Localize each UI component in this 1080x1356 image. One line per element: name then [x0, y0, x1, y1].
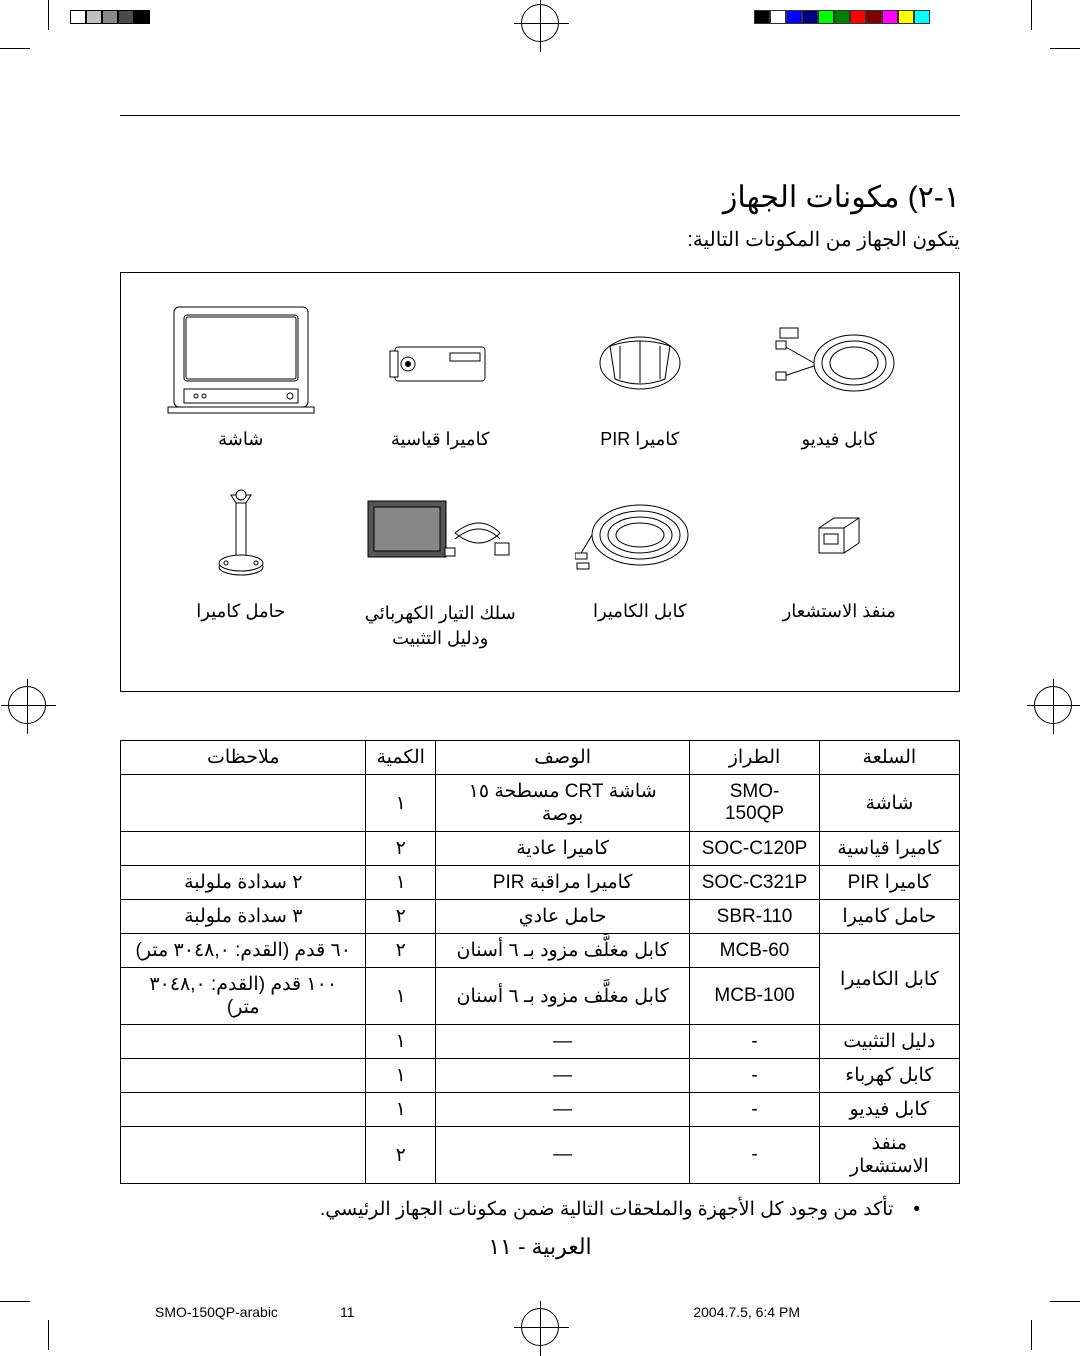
crop-mark [1031, 0, 1032, 30]
component-power-manual: سلك التيار الكهربائيودليل التثبيت [341, 475, 541, 651]
th-notes: ملاحظات [121, 741, 366, 775]
crop-mark [0, 1301, 30, 1302]
component-label: كابل الكاميرا [540, 601, 740, 622]
registration-mark [521, 1308, 559, 1346]
th-model: الطراز [690, 741, 819, 775]
table-row: دليل التثبيت-—١ [121, 1025, 960, 1059]
component-label: شاشة [141, 429, 341, 450]
table-row: كابل فيديو-—١ [121, 1093, 960, 1127]
section-title: ١-٢) مكونات الجهاز [120, 180, 960, 215]
crop-mark [48, 1320, 49, 1350]
component-label: كابل فيديو [740, 429, 940, 450]
footer-docname: SMO-150QP-arabic [155, 1304, 278, 1320]
table-row: حامل كاميراSBR-110حامل عادي٢٣ سدادة ملول… [121, 900, 960, 934]
print-color-bar-right [754, 10, 930, 24]
component-label: كاميرا PIR [540, 429, 740, 450]
th-item: السلعة [819, 741, 959, 775]
crop-mark [0, 48, 30, 49]
component-video-cable: كابل فيديو [740, 303, 940, 450]
section-subtitle: يتكون الجهاز من المكونات التالية: [120, 227, 960, 252]
components-table: السلعة الطراز الوصف الكمية ملاحظات شاشةS… [120, 740, 960, 1184]
component-sensor-port: منفذ الاستشعار [740, 475, 940, 651]
crop-mark [1050, 1301, 1080, 1302]
registration-mark [1034, 686, 1072, 724]
component-label: حامل كاميرا [141, 601, 341, 622]
crop-mark [1050, 48, 1080, 49]
component-camera-holder: حامل كاميرا [141, 475, 341, 651]
page-number: العربية - ١١ [488, 1234, 591, 1260]
th-desc: الوصف [435, 741, 689, 775]
component-label: منفذ الاستشعار [740, 601, 940, 622]
component-camera-cable: كابل الكاميرا [540, 475, 740, 651]
footer-pagenum: 11 [340, 1304, 355, 1320]
component-camera-pir: كاميرا PIR [540, 303, 740, 450]
component-monitor: شاشة [141, 303, 341, 450]
print-color-bar-left [70, 10, 150, 24]
registration-mark [521, 4, 559, 42]
table-row: شاشةSMO-150QPشاشة CRT مسطحة ١٥ بوصة١ [121, 775, 960, 832]
component-camera-std: كاميرا قياسية [341, 303, 541, 450]
crop-mark [48, 0, 49, 30]
components-row-2: حامل كاميرا سلك التيار الكهربائيودليل ال… [141, 475, 939, 651]
page-content: ١-٢) مكونات الجهاز يتكون الجهاز من المكو… [120, 180, 960, 1221]
table-header-row: السلعة الطراز الوصف الكمية ملاحظات [121, 741, 960, 775]
header-rule [120, 115, 960, 116]
table-row: منفذ الاستشعار-—٢ [121, 1127, 960, 1184]
table-row: كابل الكاميراMCB-60كابل مغلَّف مزود بـ ٦… [121, 934, 960, 968]
footer-timestamp: 2004.7.5, 6:4 PM [693, 1304, 800, 1320]
component-label: سلك التيار الكهربائيودليل التثبيت [341, 601, 541, 651]
note-text: تأكد من وجود كل الأجهزة والملحقات التالي… [120, 1198, 960, 1221]
components-box: شاشة كاميرا قياسية [120, 272, 960, 692]
component-label: كاميرا قياسية [341, 429, 541, 450]
components-row-1: شاشة كاميرا قياسية [141, 303, 939, 450]
registration-mark [8, 686, 46, 724]
th-qty: الكمية [366, 741, 435, 775]
crop-mark [1031, 1320, 1032, 1350]
table-row: كاميرا قياسيةSOC-C120Pكاميرا عادية٢ [121, 832, 960, 866]
table-row: كابل كهرباء-—١ [121, 1059, 960, 1093]
table-row: كاميرا PIRSOC-C321Pكاميرا مراقبة PIR١٢ س… [121, 866, 960, 900]
